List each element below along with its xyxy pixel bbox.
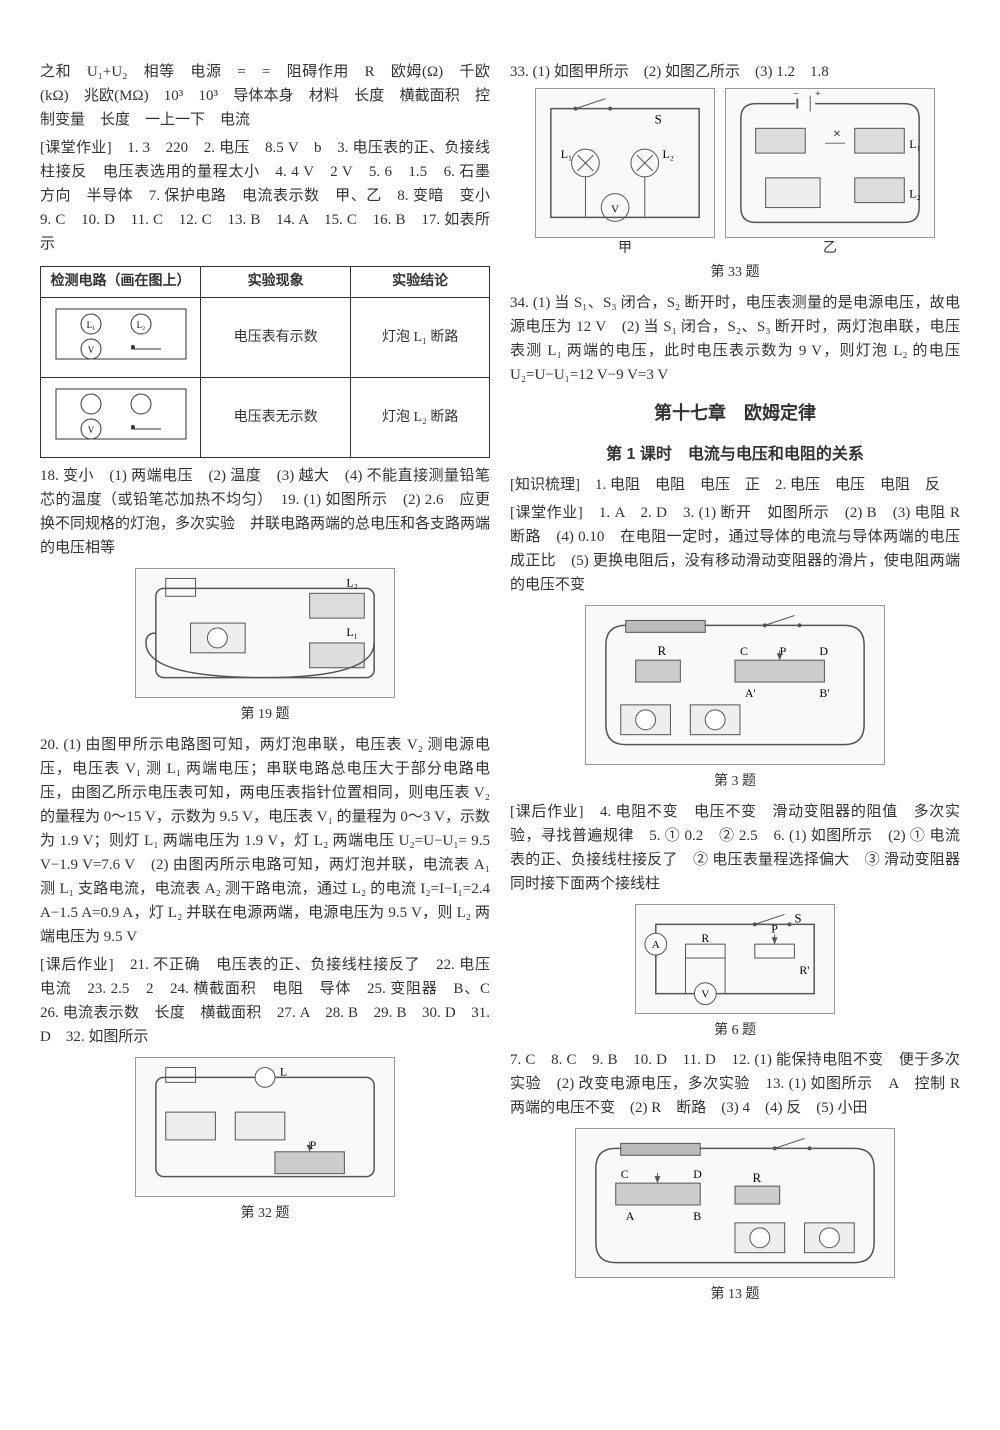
svg-text:P: P xyxy=(771,921,778,935)
circuit-diagram-2: V xyxy=(41,378,201,458)
svg-text:L₁: L₁ xyxy=(346,625,357,639)
lesson-title: 第 1 课时 电流与电压和电阻的关系 xyxy=(510,442,960,468)
chapter-title: 第十七章 欧姆定律 xyxy=(510,399,960,428)
svg-text:C: C xyxy=(621,1167,629,1181)
left-homework: [课后作业] 21. 不正确 电压表的正、负接线柱接反了 22. 电压 电流 2… xyxy=(40,953,490,1049)
fig33b-circuit: − + L₁ L₂ × xyxy=(725,88,935,238)
right-q34: 34. (1) 当 S₁、S₃ 闭合，S₂ 断开时，电压表测量的是电源电压，故电… xyxy=(510,291,960,387)
phenomenon-cell: 电压表无示数 xyxy=(201,378,351,458)
svg-text:P: P xyxy=(310,1138,317,1152)
svg-text:L₁: L₁ xyxy=(561,147,572,161)
svg-text:A': A' xyxy=(745,686,756,700)
circuit-svg-2: V xyxy=(51,384,191,444)
svg-text:L: L xyxy=(280,1064,287,1078)
svg-text:V: V xyxy=(87,345,94,355)
svg-text:R': R' xyxy=(799,962,809,976)
svg-text:L₁: L₁ xyxy=(909,137,920,151)
left-intro: 之和 U₁+U₂ 相等 电源 = = 阻碍作用 R 欧姆(Ω) 千欧(kΩ) 兆… xyxy=(40,60,490,132)
svg-text:L₂: L₂ xyxy=(909,187,920,201)
fig32-box: L P xyxy=(40,1057,490,1197)
table-header-row: 检测电路（画在图上） 实验现象 实验结论 xyxy=(41,267,490,298)
svg-text:L₁: L₁ xyxy=(86,320,95,330)
right-knowledge: [知识梳理] 1. 电阻 电阻 电压 正 2. 电压 电压 电阻 反 xyxy=(510,473,960,497)
fig6-caption: 第 6 题 xyxy=(510,1020,960,1042)
conclusion-cell: 灯泡 L₂ 断路 xyxy=(351,378,490,458)
left-classwork: [课堂作业] 1. 3 220 2. 电压 8.5 V b 3. 电压表的正、负… xyxy=(40,136,490,256)
fig13-caption: 第 13 题 xyxy=(510,1284,960,1306)
fig3-circuit: R CPD A'B' xyxy=(585,605,885,765)
svg-text:V: V xyxy=(701,988,709,1000)
fig13-box: C D A B R xyxy=(510,1128,960,1278)
fig32-circuit: L P xyxy=(135,1057,395,1197)
table-header-circuit: 检测电路（画在图上） xyxy=(41,267,201,298)
svg-text:S: S xyxy=(794,911,801,925)
right-column: 33. (1) 如图甲所示 (2) 如图乙所示 (3) 1.2 1.8 S L₁… xyxy=(510,60,960,1370)
svg-text:A: A xyxy=(652,939,660,951)
svg-text:B': B' xyxy=(819,686,829,700)
fig33-box: S L₁ L₂ V 甲 − + L₁ L₂ × xyxy=(510,88,960,260)
fig33b-label: 乙 xyxy=(725,238,935,260)
svg-text:C: C xyxy=(740,644,748,658)
svg-text:L₂: L₂ xyxy=(663,147,674,161)
svg-text:V: V xyxy=(87,425,94,435)
left-q20: 20. (1) 由图甲所示电路图可知，两灯泡串联，电压表 V₂ 测电源电压，电压… xyxy=(40,733,490,949)
right-q33: 33. (1) 如图甲所示 (2) 如图乙所示 (3) 1.2 1.8 xyxy=(510,60,960,84)
fig19-caption: 第 19 题 xyxy=(40,704,490,726)
svg-text:V: V xyxy=(611,203,619,215)
q17-table: 检测电路（画在图上） 实验现象 实验结论 L₁ L₂ V 电压表有示数 灯泡 L… xyxy=(40,266,490,458)
fig3-caption: 第 3 题 xyxy=(510,771,960,793)
fig33b-wrap: − + L₁ L₂ × 乙 xyxy=(725,88,935,260)
svg-text:B: B xyxy=(693,1209,701,1223)
svg-text:R: R xyxy=(658,643,667,658)
fig33-caption: 第 33 题 xyxy=(510,262,960,284)
fig33a-circuit: S L₁ L₂ V xyxy=(535,88,715,238)
fig13-circuit: C D A B R xyxy=(575,1128,895,1278)
fig19-box: L₂ L₁ xyxy=(40,568,490,698)
left-q18-19: 18. 变小 (1) 两端电压 (2) 温度 (3) 越大 (4) 不能直接测量… xyxy=(40,464,490,560)
svg-text:−: − xyxy=(793,89,799,100)
svg-text:R: R xyxy=(753,1170,762,1185)
svg-text:+: + xyxy=(815,89,821,100)
fig6-circuit: A S R P R' V xyxy=(635,904,835,1014)
svg-text:D: D xyxy=(693,1167,702,1181)
table-header-conclusion: 实验结论 xyxy=(351,267,490,298)
fig19-circuit: L₂ L₁ xyxy=(135,568,395,698)
svg-text:×: × xyxy=(833,126,841,141)
right-classwork: [课堂作业] 1. A 2. D 3. (1) 断开 如图所示 (2) B (3… xyxy=(510,501,960,597)
phenomenon-cell: 电压表有示数 xyxy=(201,298,351,378)
svg-text:S: S xyxy=(655,112,662,126)
fig33a-wrap: S L₁ L₂ V 甲 xyxy=(535,88,715,260)
svg-text:L₂: L₂ xyxy=(136,320,145,330)
circuit-svg-1: L₁ L₂ V xyxy=(51,304,191,364)
table-row: L₁ L₂ V 电压表有示数 灯泡 L₁ 断路 xyxy=(41,298,490,378)
svg-text:A: A xyxy=(626,1209,635,1223)
conclusion-cell: 灯泡 L₁ 断路 xyxy=(351,298,490,378)
svg-text:R: R xyxy=(701,931,709,945)
circuit-diagram-1: L₁ L₂ V xyxy=(41,298,201,378)
fig6-box: A S R P R' V xyxy=(510,904,960,1014)
fig32-caption: 第 32 题 xyxy=(40,1203,490,1225)
svg-text:D: D xyxy=(819,644,828,658)
table-row: V 电压表无示数 灯泡 L₂ 断路 xyxy=(41,378,490,458)
fig3-box: R CPD A'B' xyxy=(510,605,960,765)
fig33a-label: 甲 xyxy=(535,238,715,260)
right-homework1: [课后作业] 4. 电阻不变 电压不变 滑动变阻器的阻值 多次实验，寻找普遍规律… xyxy=(510,800,960,896)
svg-text:L₂: L₂ xyxy=(346,576,357,590)
left-column: 之和 U₁+U₂ 相等 电源 = = 阻碍作用 R 欧姆(Ω) 千欧(kΩ) 兆… xyxy=(40,60,490,1370)
table-header-phenomenon: 实验现象 xyxy=(201,267,351,298)
right-homework2: 7. C 8. C 9. B 10. D 11. D 12. (1) 能保持电阻… xyxy=(510,1048,960,1120)
